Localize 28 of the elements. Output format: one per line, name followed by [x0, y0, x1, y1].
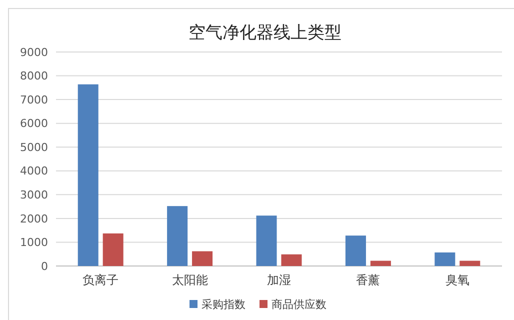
x-tick-label: 臭氧 [445, 273, 470, 287]
bar [256, 216, 277, 266]
x-tick-label: 太阳能 [172, 273, 208, 287]
legend-label: 采购指数 [202, 298, 246, 311]
y-tick-label: 1000 [20, 236, 48, 250]
y-tick-label: 9000 [20, 46, 48, 59]
bar [78, 84, 98, 266]
y-tick-label: 0 [41, 260, 48, 273]
y-tick-label: 6000 [20, 117, 48, 130]
x-tick-label: 负离子 [82, 273, 119, 287]
y-tick-label: 2000 [20, 212, 48, 226]
x-tick-label: 香薰 [356, 273, 380, 287]
y-tick-label: 5000 [20, 140, 48, 154]
bar [370, 260, 391, 266]
bar [192, 251, 213, 266]
bar [345, 236, 366, 266]
y-tick-label: 8000 [20, 70, 48, 83]
bar [434, 252, 456, 266]
legend-label: 商品供应数 [272, 298, 326, 311]
bar [281, 254, 302, 266]
x-tick-label: 加湿 [267, 273, 291, 287]
bar [167, 206, 188, 266]
bar [460, 260, 480, 266]
y-tick-label: 4000 [20, 164, 48, 178]
bar [102, 233, 124, 266]
y-tick-label: 3000 [20, 188, 48, 202]
chart-title: 空气净化器线上类型 [188, 23, 342, 43]
y-tick-label: 7000 [20, 93, 48, 106]
